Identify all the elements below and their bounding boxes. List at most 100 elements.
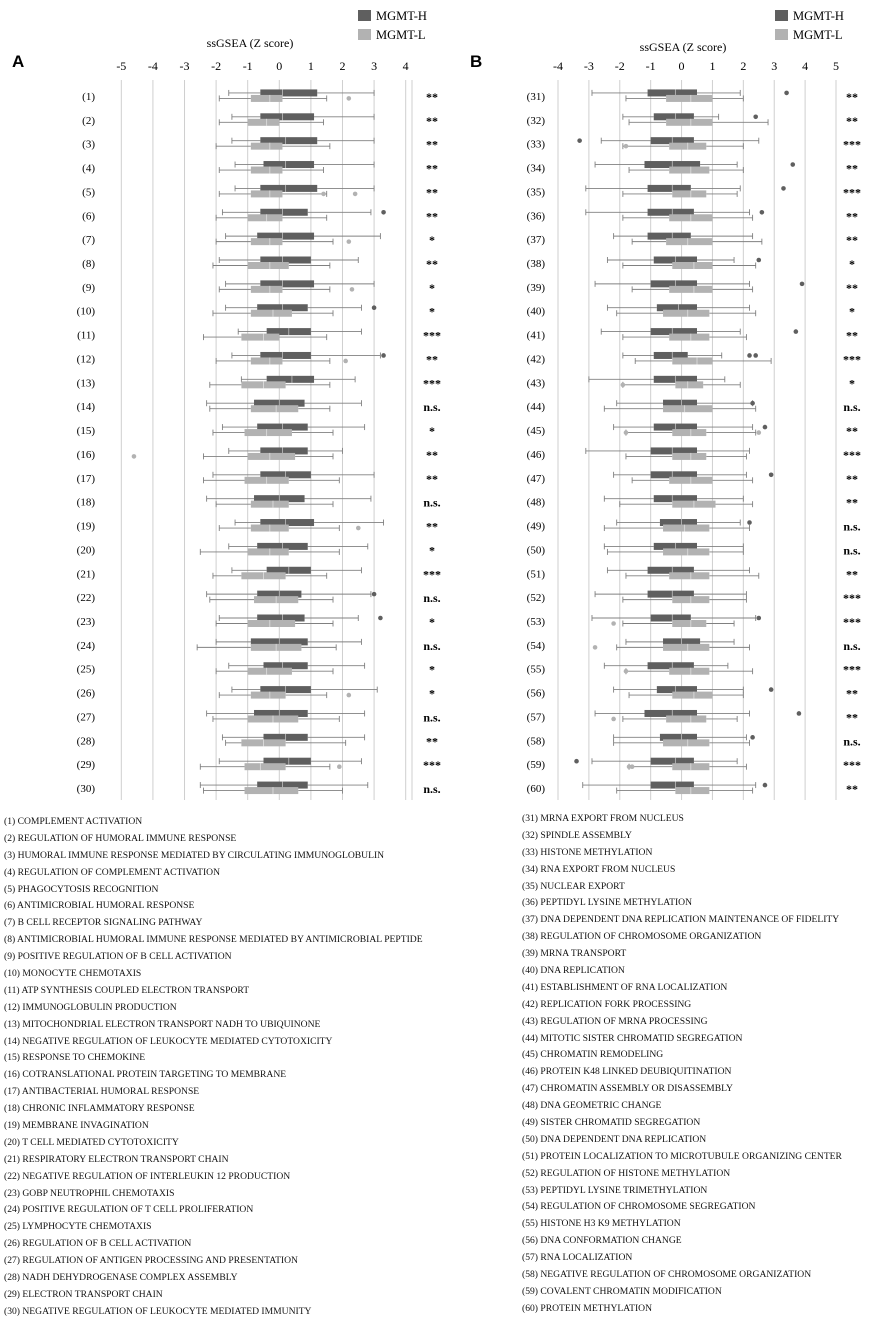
legend-label-low: MGMT-L [793, 28, 843, 42]
mgmt-h-box [254, 709, 308, 717]
legend-label-high: MGMT-H [793, 9, 844, 23]
row-label: (48) [527, 497, 546, 509]
pathway-item: (55) HISTONE H3 K9 METHYLATION [522, 1218, 681, 1230]
mgmt-l-outlier [346, 239, 352, 244]
mgmt-h-outlier [371, 591, 377, 597]
mgmt-h-box [650, 471, 697, 479]
box-row: (36) ** [527, 208, 858, 223]
box-row: (16) ** [77, 447, 438, 462]
mgmt-l-box [247, 667, 292, 675]
x-tick-label: -4 [148, 59, 158, 73]
mgmt-l-box [672, 452, 707, 460]
mgmt-h-box [260, 113, 315, 121]
box-row: (41) ** [527, 328, 858, 343]
row-label: (38) [527, 258, 546, 270]
mgmt-l-outlier [620, 382, 626, 388]
mgmt-h-outlier [793, 329, 799, 334]
x-tick-label: -2 [211, 59, 221, 73]
box-row: (43) * [527, 375, 855, 390]
mgmt-h-outlier [768, 472, 774, 478]
mgmt-l-box [250, 405, 299, 413]
box-row: (7) * [82, 232, 435, 247]
pathway-item: (21) RESPIRATORY ELECTRON TRANSPORT CHAI… [4, 1153, 229, 1165]
pathway-item: (8) ANTIMICROBIAL HUMORAL IMMUNE RESPONS… [4, 934, 423, 946]
box-row: (30) n.s. [77, 781, 441, 796]
pathway-item: (33) HISTONE METHYLATION [522, 846, 653, 858]
legend-swatch-low [775, 29, 788, 40]
row-label: (21) [77, 568, 96, 580]
mgmt-l-box [247, 452, 296, 460]
mgmt-h-outlier [574, 758, 579, 764]
significance-label: * [849, 257, 855, 271]
mgmt-l-outlier [623, 143, 629, 149]
mgmt-l-box [675, 381, 704, 389]
box-row: (22) n.s. [77, 590, 441, 605]
significance-label: ** [846, 233, 858, 247]
mgmt-h-box [653, 113, 694, 121]
row-label: (15) [77, 425, 96, 437]
box-row: (19) ** [77, 519, 438, 534]
row-label: (16) [77, 449, 96, 461]
significance-label: *** [843, 448, 861, 462]
significance-label: * [429, 281, 435, 295]
box-row: (11) *** [77, 328, 441, 343]
mgmt-h-box [263, 662, 308, 670]
panel-letter: A [12, 52, 24, 71]
row-label: (28) [77, 735, 96, 747]
mgmt-l-outlier [629, 764, 635, 769]
row-label: (10) [77, 306, 96, 318]
box-row: (53) *** [527, 614, 861, 629]
row-label: (33) [527, 139, 546, 151]
significance-label: n.s. [843, 639, 860, 653]
mgmt-l-outlier [592, 645, 598, 650]
mgmt-l-box [250, 357, 283, 365]
significance-label: n.s. [843, 400, 860, 414]
mgmt-h-box [257, 232, 315, 240]
box-row: (46) *** [527, 447, 861, 462]
row-label: (52) [527, 592, 546, 604]
pathway-item: (58) NEGATIVE REGULATION OF CHROMOSOME O… [522, 1269, 812, 1281]
pathway-list-left: (1) COMPLEMENT ACTIVATION (2) REGULATION … [4, 814, 423, 1321]
mgmt-h-outlier [784, 90, 789, 96]
box-row: (24) n.s. [77, 638, 441, 653]
significance-label: ** [426, 114, 438, 128]
pathway-item: (10) MONOCYTE CHEMOTAXIS [4, 968, 142, 980]
pathway-item: (31) MRNA EXPORT FROM NUCLEUS [522, 813, 684, 824]
row-label: (11) [77, 330, 95, 342]
mgmt-h-box [647, 184, 691, 192]
row-label: (44) [527, 401, 546, 413]
mgmt-h-box [260, 280, 315, 288]
pathway-item: (54) REGULATION OF CHROMOSOME SEGREGATIO… [522, 1201, 756, 1213]
pathway-item: (53) PEPTIDYL LYSINE TRIMETHYLATION [522, 1184, 708, 1196]
mgmt-l-box [250, 94, 283, 102]
box-row: (29) *** [77, 757, 441, 772]
significance-label: n.s. [843, 520, 860, 534]
row-label: (12) [77, 353, 96, 365]
box-row: (20) * [77, 542, 435, 557]
row-label: (29) [77, 759, 96, 771]
box-row: (57) ** [527, 709, 858, 724]
mgmt-l-box [672, 620, 707, 627]
pathway-item: (38) REGULATION OF CHROMOSOME ORGANIZATI… [522, 931, 762, 943]
pathway-item: (50) DNA DEPENDENT DNA REPLICATION [522, 1133, 707, 1145]
significance-label: ** [846, 424, 858, 438]
mgmt-l-box [250, 500, 289, 508]
mgmt-l-outlier [623, 430, 629, 435]
mgmt-h-outlier [756, 615, 762, 621]
mgmt-l-box [247, 620, 296, 627]
mgmt-l-outlier [346, 692, 352, 698]
significance-label: n.s. [423, 782, 440, 796]
mgmt-l-outlier [343, 358, 348, 364]
x-tick-label: 2 [740, 59, 746, 73]
box-row: (28) ** [77, 733, 438, 748]
pathway-item: (15) RESPONSE TO CHEMOKINE [4, 1052, 146, 1064]
mgmt-h-outlier [799, 281, 805, 287]
mgmt-h-box [653, 495, 697, 503]
mgmt-l-box [663, 739, 710, 747]
box-row: (34) ** [527, 161, 858, 176]
mgmt-h-outlier [781, 186, 786, 191]
significance-label: * [849, 376, 855, 390]
mgmt-l-box [244, 429, 292, 437]
